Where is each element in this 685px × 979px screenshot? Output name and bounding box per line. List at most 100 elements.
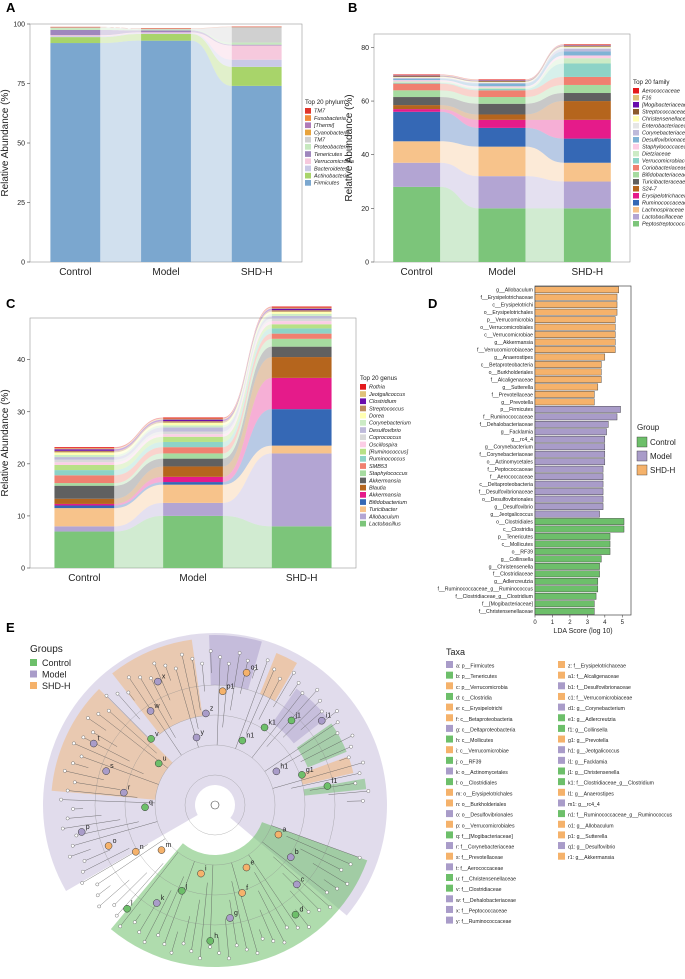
legend-entry: Bifidobacteriaceae [642, 173, 685, 179]
flow-tenericutes [100, 29, 142, 36]
cladogram-branch [300, 735, 353, 762]
legend-swatch [633, 109, 639, 115]
cladogram-branch [209, 864, 214, 947]
cladogram-marker-node [272, 767, 281, 776]
bar-segment-turicibacteraceae [563, 93, 611, 102]
cladogram-branch [98, 879, 130, 907]
taxa-entry: x: f__Peptococcaceae [456, 908, 507, 914]
cladogram-leaf-node [237, 651, 242, 655]
bar-segment-s247 [393, 105, 441, 110]
panel-label-e: E [6, 620, 15, 635]
flow-f16 [525, 44, 564, 81]
lda-bar [534, 368, 602, 376]
cladogram-level-ring [154, 744, 276, 866]
cladogram-leaf-node [115, 691, 120, 696]
legend-swatch [305, 122, 311, 129]
flow-lachnospiraceae [525, 146, 564, 182]
flow-corynebacteriaceae [525, 48, 564, 84]
cladogram-leaf-node [71, 807, 75, 811]
cladogram-branch [273, 672, 295, 708]
legend-entry: Corynebacterium [369, 421, 411, 427]
flow-ruminococcus [222, 324, 272, 442]
lda-category-label: o__Verrucomicrobiales [480, 325, 533, 331]
cladogram-marker-node [242, 863, 251, 872]
flow-fusobacteria [100, 26, 142, 29]
lda-category-label: f__Desulfovibrionaceae [479, 489, 533, 495]
bar-segment-akkermansia [54, 503, 115, 506]
groups-legend-entry: SHD-H [42, 681, 71, 691]
legend-swatch [360, 470, 366, 477]
legend-entry: SMB53 [369, 464, 388, 470]
cladogram-leaf-node [181, 941, 186, 946]
bar-segment-staphylococcus [163, 453, 223, 459]
legend-entry: Coriobacteriaceae [642, 166, 685, 172]
legend-entry: [Thermi] [313, 123, 335, 129]
legend-swatch [633, 179, 639, 185]
bar-segment-staphylococcus [271, 338, 332, 347]
legend-swatch [633, 186, 639, 192]
bar-segment-dorea [54, 452, 115, 455]
flow-turicibacteraceae [440, 97, 479, 115]
taxa-entry: o: o__Desulfovibrionales [456, 813, 513, 819]
cladogram-leaf-node [346, 755, 351, 760]
cladogram-branch [323, 879, 338, 889]
taxa-entry: k1: f__Clostridiaceae_g__Clostridium [568, 781, 654, 787]
bar-segment-mogibacteriaceae [563, 45, 611, 46]
flow-bifidobacterium [114, 482, 164, 509]
taxa-swatch [446, 724, 453, 732]
flow-coriobacteriaceae [440, 83, 479, 98]
cladogram-branch [192, 658, 201, 711]
cladogram-node-label: j1 [294, 712, 301, 719]
legend-entry: Oscillospira [369, 442, 397, 448]
lda-category-label: f__Clostridiaceae [493, 572, 533, 578]
legend-swatch [305, 144, 311, 150]
bar-segment-enterobacteriaceae [563, 47, 611, 49]
flow-s247 [440, 105, 479, 120]
lda-bar [534, 293, 618, 301]
lda-bar [534, 361, 602, 368]
bar-segment-desulfovibrionaceae [478, 83, 526, 87]
y-tick-label: 50 [17, 141, 25, 148]
legend-entry: Model [650, 452, 672, 461]
flow-enterobacteriaceae [525, 47, 564, 83]
bar-segment-blautia [163, 466, 223, 477]
flow-verrucomicrobia [100, 32, 142, 37]
legend-entry: Streptococcaceae [642, 110, 685, 116]
cladogram-branch [97, 885, 111, 896]
taxa-entry: b1: f__Desulfovibrionaceae [568, 685, 631, 691]
x-tick-label: 3 [586, 620, 590, 626]
taxa-entry: h1: g__Jeotgalicoccus [568, 749, 620, 755]
cladogram-marker-node [192, 733, 201, 742]
lda-bar [534, 548, 611, 555]
legend-swatch [305, 115, 311, 121]
cladogram-branch [128, 677, 182, 756]
flow-lactobacillus [114, 515, 164, 568]
cladogram-branch [258, 678, 281, 720]
bar-segment-rothia [271, 306, 332, 308]
taxa-swatch [558, 767, 565, 775]
legend-entry: Turicibacteraceae [642, 180, 685, 186]
cladogram-marker-node [242, 668, 251, 677]
legend-swatch [636, 450, 648, 462]
cladogram-leaf-node [118, 924, 122, 929]
flow-streptococcaceae [440, 76, 479, 82]
legend-entry: Fusobacteria [314, 116, 346, 122]
cladogram-leaf-node [82, 859, 87, 863]
bar-segment-firmicutes [141, 40, 191, 262]
cladogram-leaf-node [282, 940, 287, 945]
flow-streptococcus [222, 310, 272, 423]
taxa-swatch [446, 852, 453, 860]
legend-entry: Desulfovibrionaceae [642, 138, 685, 144]
legend-swatch [633, 102, 639, 108]
cladogram-branch [76, 821, 139, 836]
lda-category-label: g__Christensenella [489, 564, 534, 570]
cladogram-leaf-node [353, 781, 358, 786]
legend-swatch [305, 165, 311, 172]
cladogram-branch [108, 710, 157, 754]
bar-segment-lachnospiraceae [393, 141, 441, 163]
cladogram-branch [254, 872, 288, 928]
bar-segment-lactobacillaceae [563, 181, 611, 209]
cladogram-marker-node [260, 723, 269, 732]
legend-title: Top 20 phylum [305, 99, 345, 106]
legend-swatch [360, 405, 366, 412]
